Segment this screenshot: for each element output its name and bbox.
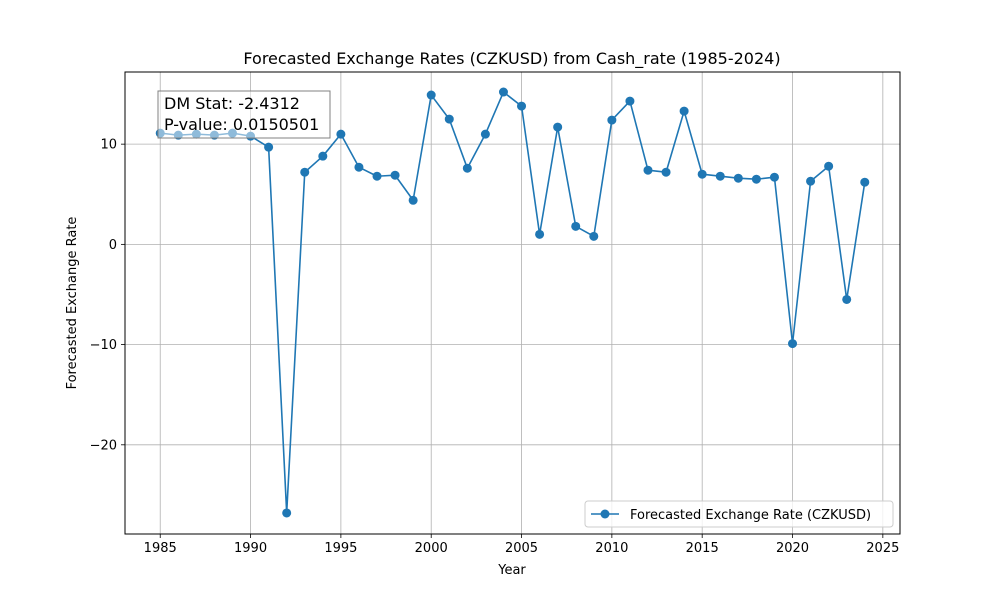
data-point <box>444 114 454 124</box>
x-tick-label: 1990 <box>234 541 267 556</box>
x-tick-label: 2005 <box>505 541 538 556</box>
chart-title: Forecasted Exchange Rates (CZKUSD) from … <box>243 49 780 69</box>
legend-box <box>584 500 894 528</box>
x-tick-label: 2010 <box>595 541 628 556</box>
x-tick-label: 1995 <box>324 541 357 556</box>
data-point <box>806 176 816 186</box>
data-point <box>408 195 418 205</box>
data-point <box>788 339 798 349</box>
data-point <box>824 161 834 171</box>
x-tick-label: 2015 <box>686 541 719 556</box>
y-tick-label: 10 <box>100 138 117 153</box>
data-point <box>571 221 581 231</box>
data-point <box>535 229 545 239</box>
x-tick-label: 2000 <box>415 541 448 556</box>
y-tick-label: −20 <box>90 438 117 453</box>
data-point <box>679 106 689 116</box>
data-point <box>390 170 400 180</box>
data-point <box>372 171 382 181</box>
data-point <box>661 167 671 177</box>
data-point <box>517 101 527 111</box>
legend-label: Forecasted Exchange Rate (CZKUSD) <box>630 508 871 523</box>
x-tick-label: 2020 <box>776 541 809 556</box>
data-point <box>498 87 508 97</box>
y-axis: −20 −10 0 10 <box>90 138 125 453</box>
x-tick-label: 1985 <box>144 541 177 556</box>
grid <box>125 72 900 534</box>
data-point <box>462 163 472 173</box>
data-point <box>860 177 870 187</box>
data-point <box>318 151 328 161</box>
data-point <box>643 165 653 175</box>
x-axis: 1985 1990 1995 2000 2005 2010 2015 2020 2025 <box>144 534 899 556</box>
plot-frame <box>124 71 901 535</box>
series-line <box>160 91 866 514</box>
dm-stat-text: DM Stat: -2.4312 <box>164 94 300 113</box>
legend: Forecasted Exchange Rate (CZKUSD) <box>584 500 894 528</box>
data-point <box>354 162 364 172</box>
p-value-text: P-value: 0.0150501 <box>164 115 319 134</box>
data-point <box>553 122 563 132</box>
data-point <box>264 142 274 152</box>
y-tick-label: −10 <box>90 338 117 353</box>
data-point <box>607 115 617 125</box>
data-point <box>589 231 599 241</box>
data-point <box>300 167 310 177</box>
stats-annotation: DM Stat: -2.4312 P-value: 0.0150501 <box>157 90 331 139</box>
data-point <box>625 96 635 106</box>
y-tick-label: 0 <box>109 238 117 253</box>
stats-annotation-box <box>157 90 331 139</box>
x-tick-label: 2025 <box>866 541 899 556</box>
data-point <box>336 129 346 139</box>
data-point <box>426 90 436 100</box>
data-point <box>769 172 779 182</box>
data-point <box>751 174 761 184</box>
data-point <box>697 169 707 179</box>
data-point <box>715 171 725 181</box>
legend-marker <box>600 509 610 519</box>
data-point <box>842 294 852 304</box>
data-point <box>282 508 292 518</box>
data-point <box>480 129 490 139</box>
y-axis-label: Forecasted Exchange Rate <box>65 217 80 390</box>
x-axis-label: Year <box>497 563 526 578</box>
data-point <box>733 173 743 183</box>
